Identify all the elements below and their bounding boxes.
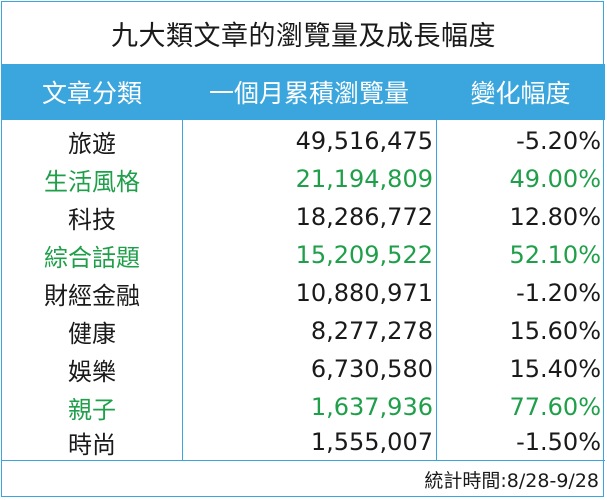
column-divider: [182, 120, 183, 460]
views-cell: 18,286,772: [295, 203, 433, 231]
category-cell: 財經金融: [44, 281, 140, 310]
category-cell: 生活風格: [44, 167, 140, 196]
category-cell: 旅遊: [68, 129, 116, 158]
change-cell: 15.60%: [509, 317, 601, 345]
change-cell: 15.40%: [509, 355, 601, 383]
change-cell: 77.60%: [509, 393, 601, 421]
table-row: 健康 8,277,278 15.60%: [2, 312, 605, 350]
views-cell: 8,277,278: [310, 317, 433, 345]
table-title: 九大類文章的瀏覽量及成長幅度: [111, 20, 496, 52]
category-cell: 時尚: [68, 430, 116, 459]
change-cell: 52.10%: [509, 241, 601, 269]
table-row: 娛樂 6,730,580 15.40%: [2, 350, 605, 388]
footer-divider: [2, 460, 605, 461]
table-body: 旅遊 49,516,475 -5.20% 生活風格 21,194,809 49.…: [2, 120, 605, 460]
table-row: 旅遊 49,516,475 -5.20%: [2, 122, 605, 160]
category-cell: 娛樂: [68, 357, 116, 386]
change-cell: -1.20%: [516, 279, 601, 307]
change-cell: -1.50%: [516, 428, 601, 456]
change-cell: 49.00%: [509, 165, 601, 193]
table-row: 生活風格 21,194,809 49.00%: [2, 160, 605, 198]
category-cell: 健康: [68, 319, 116, 348]
table-row: 綜合話題 15,209,522 52.10%: [2, 236, 605, 274]
change-cell: -5.20%: [516, 127, 601, 155]
views-cell: 10,880,971: [295, 279, 433, 307]
views-cell: 1,637,936: [310, 393, 433, 421]
views-cell: 15,209,522: [295, 241, 433, 269]
header-change: 變化幅度: [470, 79, 571, 108]
category-cell: 綜合話題: [44, 243, 140, 272]
column-divider: [436, 120, 437, 460]
table-header: 文章分類 一個月累積瀏覽量 變化幅度: [2, 64, 605, 120]
change-cell: 12.80%: [509, 203, 601, 231]
header-monthly-views: 一個月累積瀏覽量: [208, 79, 409, 108]
statistics-period: 統計時間:8/28-9/28: [424, 470, 599, 492]
table-row: 科技 18,286,772 12.80%: [2, 198, 605, 236]
views-cell: 21,194,809: [295, 165, 433, 193]
views-cell: 6,730,580: [310, 355, 433, 383]
category-cell: 科技: [68, 205, 116, 234]
table-row: 親子 1,637,936 77.60%: [2, 388, 605, 426]
views-cell: 1,555,007: [310, 428, 433, 456]
views-cell: 49,516,475: [295, 127, 433, 155]
category-cell: 親子: [68, 395, 116, 424]
table-row: 財經金融 10,880,971 -1.20%: [2, 274, 605, 312]
table-row: 時尚 1,555,007 -1.50%: [2, 423, 605, 461]
header-category: 文章分類: [41, 79, 142, 108]
